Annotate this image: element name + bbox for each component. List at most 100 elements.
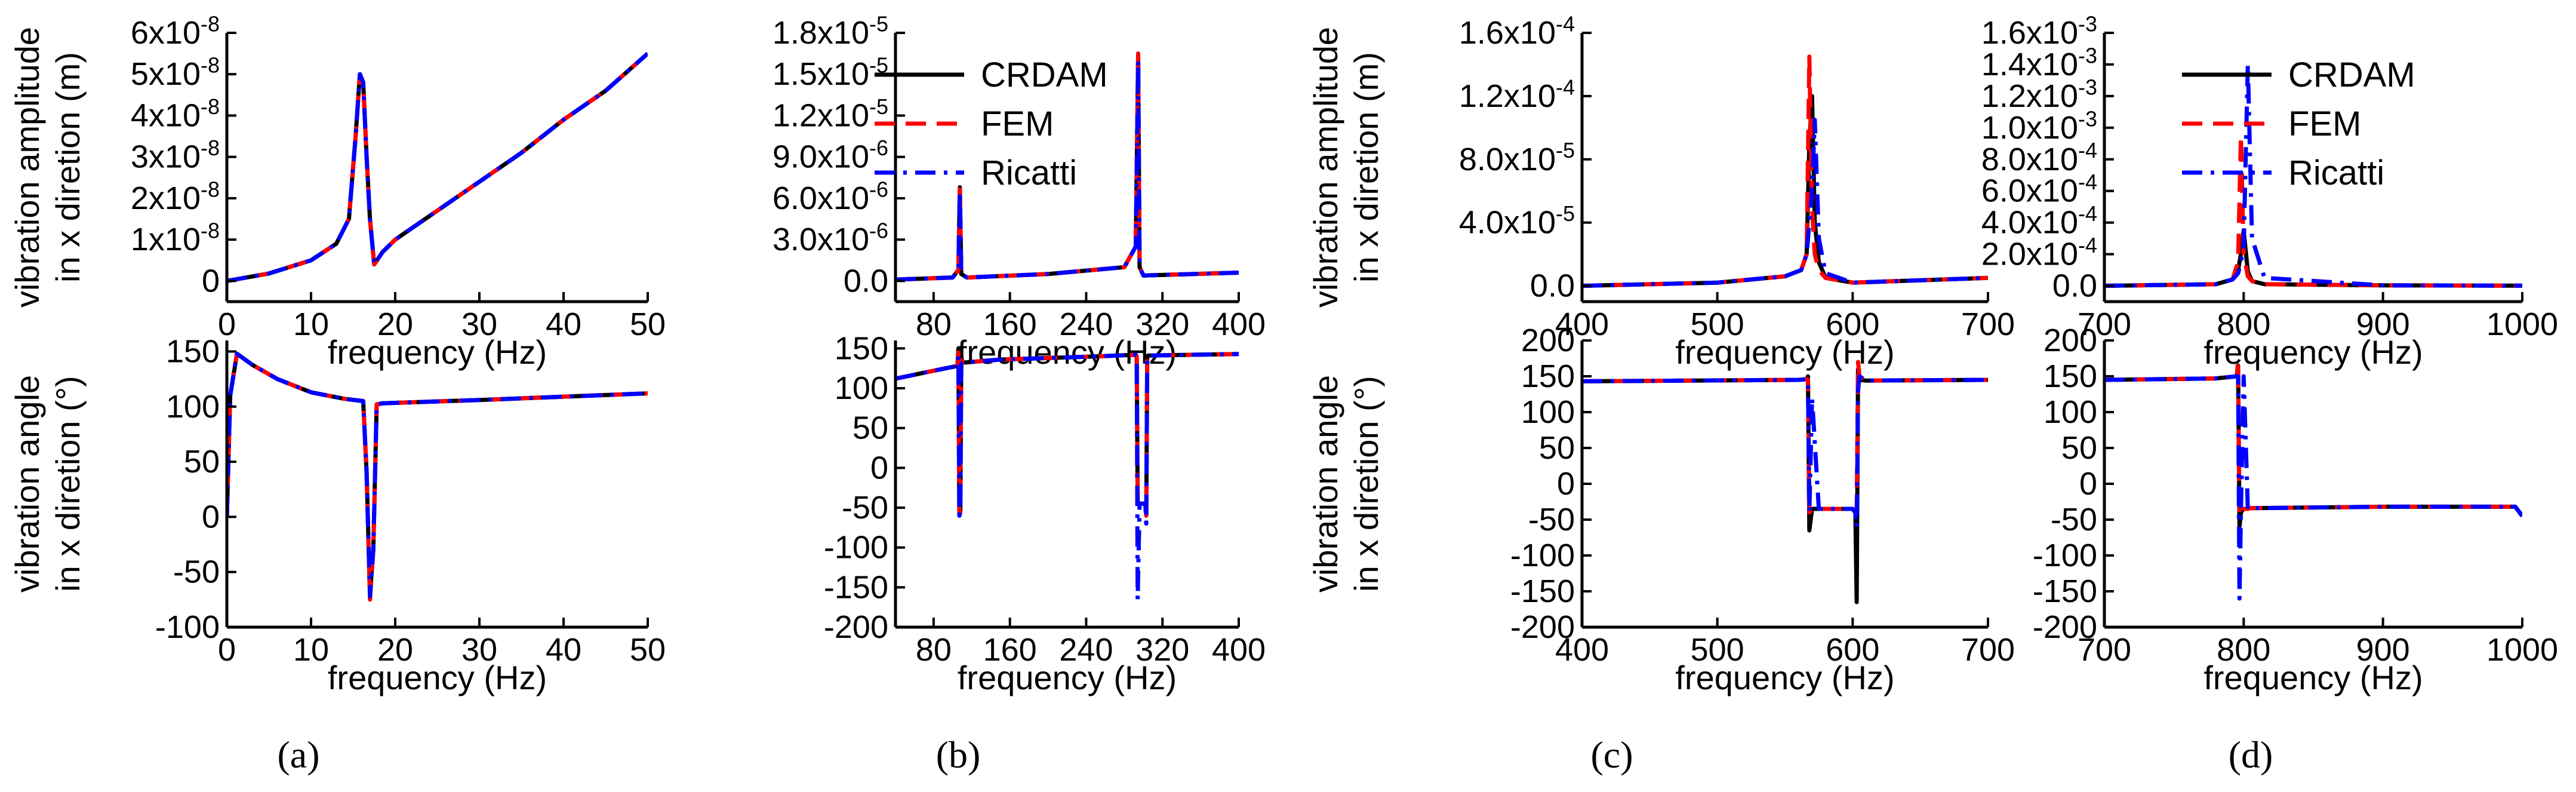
y-axis-title: vibration amplitudein x diretion (m) [1307,27,1385,308]
x-axis-title: frequency (Hz) [2203,333,2423,371]
legend-label-fem: FEM [2288,105,2361,143]
y-tick-label: 100 [835,370,888,406]
chart-a-bottom: 0 10 20 30 40 50 -100 -50 0 50 100 150 frequency (Hz… [8,333,666,696]
x-tick-label: 700 [2078,306,2131,342]
x-tick-label: 40 [546,632,581,668]
x-tick-label: 50 [630,632,666,668]
y-tick-label: 3.0x10-6 [773,219,888,258]
y-tick-label: 4.0x10-5 [1459,201,1575,241]
series-line-ricatti [1582,118,1988,288]
y-tick-label: -100 [1510,538,1575,573]
series-line-crdam [895,346,1239,518]
series-line-crdam [227,351,648,597]
x-tick-label: 600 [1826,632,1879,668]
series-line-crdam [1582,94,1988,288]
y-tick-label: -50 [173,554,220,590]
x-tick-label: 0 [218,306,236,342]
y-tick-label: 6.0x10-4 [1981,170,2097,209]
x-tick-label: 80 [916,306,952,342]
series-line-ricatti [2104,62,2522,288]
y-tick-label: -50 [2051,502,2097,538]
y-tick-label: 1.4x10-3 [1981,43,2097,82]
series-line-fem [227,351,648,602]
x-tick-label: 500 [1691,632,1744,668]
y-tick-label: 4.0x10-4 [1981,201,2097,241]
panel-label: (c) [1590,733,1633,776]
y-tick-label: 0.0 [1530,268,1575,304]
x-tick-label: 10 [293,306,329,342]
y-tick-label: 3x10-8 [131,136,220,175]
y-tick-label: 0 [2079,466,2097,502]
chart-d-bottom: 700 800 900 1000 -200-150-100-50050100150200… [2033,323,2558,696]
y-tick-label: -100 [2033,538,2097,573]
y-tick-label: 1.2x10-5 [773,94,888,134]
y-tick-label: -150 [1510,573,1575,609]
x-tick-label: 800 [2217,306,2270,342]
x-tick-label: 40 [546,306,581,342]
series-group [227,51,648,283]
panel-label: (b) [936,733,981,776]
series-line-ricatti [227,351,648,598]
y-tick-label: 50 [2061,430,2097,466]
legend-label-ricatti: Ricatti [2288,154,2384,192]
x-tick-label: 400 [1212,306,1266,342]
y-tick-label: 150 [1521,358,1575,394]
y-tick-label: 1.6x10-3 [1981,11,2097,51]
x-tick-label: 30 [461,632,497,668]
y-tick-label: 1.8x10-5 [773,11,888,51]
y-tick-label: 6x10-8 [131,11,220,51]
x-tick-label: 20 [377,632,413,668]
x-tick-label: 50 [630,306,666,342]
series-group [2104,62,2522,288]
y-tick-label: -200 [824,609,888,645]
x-tick-label: 1000 [2486,632,2558,668]
y-tick-label: 0 [870,450,888,486]
chart-d-top: 700 800 900 1000 0.02.0x10-44.0x10-46.0x10-4… [1981,11,2558,371]
series-group [1582,54,1988,288]
x-tick-label: 700 [1961,306,2015,342]
panel-label: (a) [277,733,319,776]
series-group [227,351,648,602]
y-tick-label: 5x10-8 [131,53,220,93]
x-tick-label: 240 [1059,306,1113,342]
y-tick-label: 150 [2043,358,2097,394]
y-tick-label: 0 [202,263,220,299]
series-line-ricatti [1582,374,1988,529]
x-axis-title: frequency (Hz) [958,333,1177,371]
series-line-fem [1582,54,1988,288]
x-tick-label: 900 [2356,632,2410,668]
y-tick-label: 1.2x10-3 [1981,75,2097,114]
series-line-ricatti [895,352,1239,601]
x-tick-label: 240 [1059,632,1113,668]
x-tick-label: 1000 [2486,306,2558,342]
x-tick-label: 80 [916,632,952,668]
y-tick-label: 0.0 [2052,268,2097,304]
series-line-fem [2104,133,2522,288]
y-tick-label: -100 [155,609,220,645]
series-line-ricatti [895,58,1239,282]
x-tick-label: 700 [1961,632,2015,668]
y-axis-title: vibration anglein x diretion (°) [8,375,87,593]
chart-b-bottom: 80 160 240 320 400 -200 -150-100 -50 0 50 100 150 fr… [824,330,1266,696]
chart-c-top: 400 500 600 700 0.0 4.0x10-5 8.0x10-5 1.2x10-4 1… [1307,11,2015,371]
x-tick-label: 320 [1135,632,1189,668]
x-axis-title: frequency (Hz) [1675,333,1894,371]
x-tick-label: 500 [1691,306,1744,342]
series-group [2104,358,2522,601]
y-tick-label: 6.0x10-6 [773,177,888,216]
x-axis-title: frequency (Hz) [2203,659,2423,696]
y-tick-label: 1.5x10-5 [773,53,888,93]
series-line-fem [1582,360,1988,515]
legend-label-crdam: CRDAM [981,56,1108,94]
y-tick-label: 150 [166,333,220,369]
y-tick-label: -150 [2033,573,2097,609]
x-axis-title: frequency (Hz) [958,659,1177,696]
panel-label: (d) [2229,733,2273,776]
y-tick-label: 100 [1521,394,1575,430]
x-tick-label: 30 [461,306,497,342]
y-tick-label: 1.0x10-3 [1981,106,2097,146]
y-tick-label: 1.6x10-4 [1459,11,1575,51]
y-tick-label: 2.0x10-4 [1981,233,2097,272]
